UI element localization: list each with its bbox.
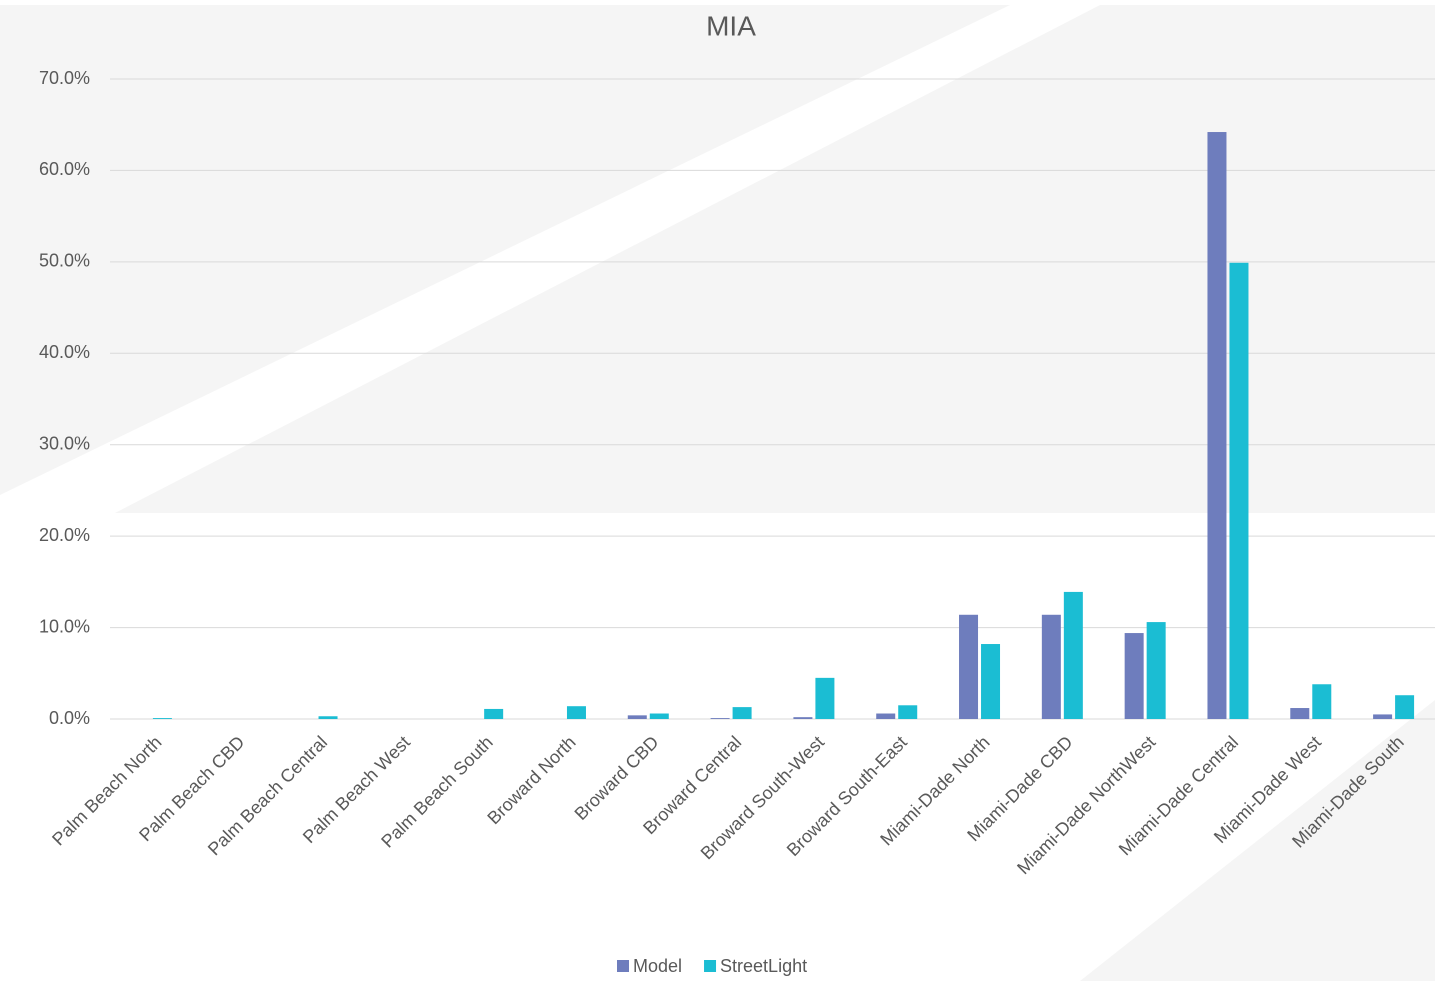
bar (732, 707, 752, 719)
bar (649, 713, 669, 719)
bar (318, 716, 338, 719)
bar (710, 718, 730, 719)
bar (1146, 622, 1166, 719)
chart-title: MIA (706, 10, 756, 41)
y-tick-label: 0.0% (49, 708, 90, 728)
bar (981, 644, 1001, 719)
bar (1373, 714, 1393, 719)
y-tick-label: 10.0% (39, 616, 90, 636)
bar (1395, 695, 1415, 719)
bar (484, 708, 504, 719)
y-tick-label: 40.0% (39, 342, 90, 362)
legend-swatch (617, 960, 629, 972)
x-tick-label: Broward CBD (571, 732, 663, 824)
x-tick-label: Broward North (483, 732, 579, 828)
bar (793, 717, 813, 719)
bar (1290, 708, 1310, 719)
bar (876, 713, 896, 719)
background-corner (1080, 700, 1435, 981)
y-tick-label: 60.0% (39, 159, 90, 179)
background-stripe (0, 5, 1100, 513)
bar (959, 614, 979, 719)
bar (1229, 262, 1249, 719)
bar (627, 715, 647, 719)
bar (1041, 614, 1061, 719)
legend-label: Model (633, 956, 682, 976)
bar (1312, 684, 1332, 719)
y-tick-label: 70.0% (39, 68, 90, 88)
bar (1124, 633, 1144, 719)
bar (1063, 591, 1083, 719)
y-tick-label: 20.0% (39, 525, 90, 545)
legend-swatch (704, 960, 717, 972)
bar (898, 705, 918, 719)
bar (152, 718, 172, 719)
x-tick-label: Miami-Dade NorthWest (1013, 732, 1159, 878)
bar (1207, 132, 1227, 719)
bar (566, 706, 586, 719)
bar (815, 677, 835, 719)
y-tick-label: 30.0% (39, 433, 90, 453)
legend-label: StreetLight (720, 956, 807, 976)
y-tick-label: 50.0% (39, 251, 90, 271)
